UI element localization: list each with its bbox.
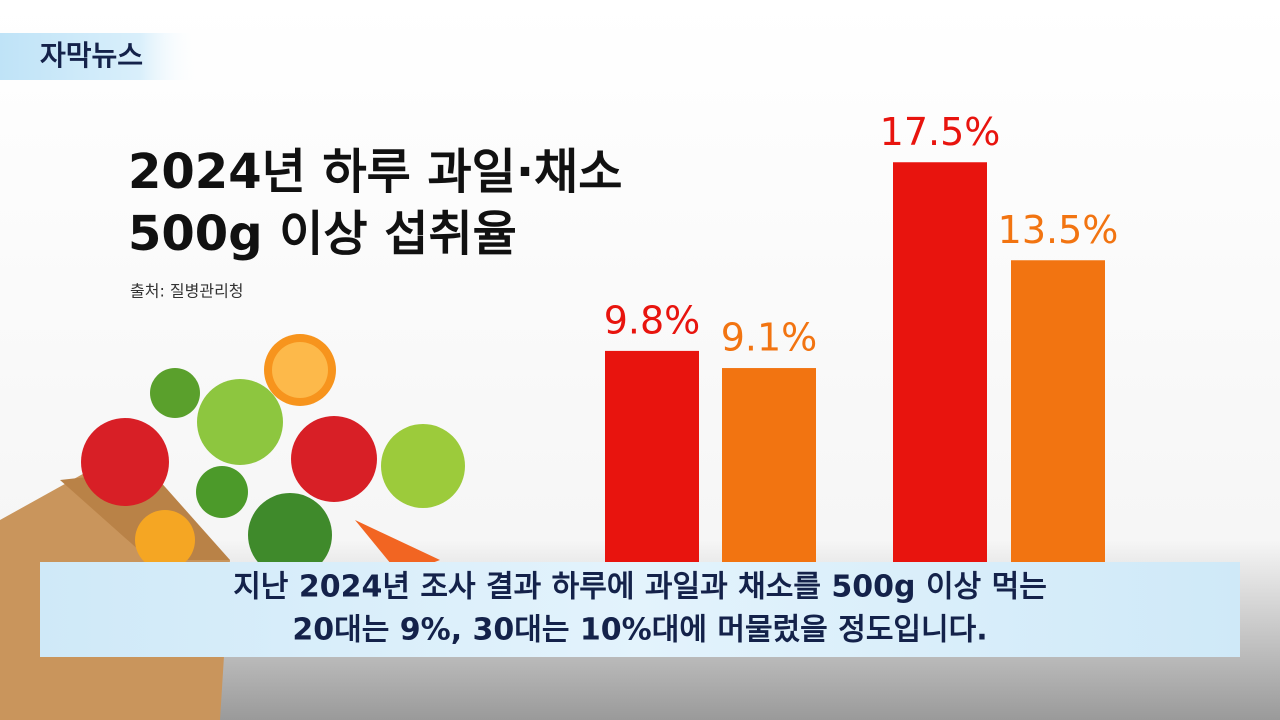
source: 출처: 질병관리청	[130, 282, 244, 301]
chart-title: 500g 이상 섭취율	[128, 206, 517, 262]
caption-bar	[40, 562, 1240, 657]
caption-line: 지난 2024년 조사 결과 하루에 과일과 채소를 500g 이상 먹는	[233, 570, 1047, 605]
bar	[1011, 260, 1105, 591]
badge-background	[0, 33, 200, 80]
value-label: 9.1%	[721, 316, 818, 360]
bars: 9.8% 9.1% 17.5% 13.5%	[604, 110, 1119, 591]
value-label: 17.5%	[880, 110, 1001, 154]
bar	[605, 350, 699, 591]
bar	[722, 368, 816, 591]
bar	[893, 162, 987, 591]
chart-title: 2024년 하루 과일·채소	[128, 144, 622, 200]
value-label: 9.8%	[604, 298, 701, 342]
caption-line: 20대는 9%, 30대는 10%대에 머물렀을 정도입니다.	[292, 613, 987, 648]
badge: 자막뉴스	[40, 39, 143, 72]
value-label: 13.5%	[998, 208, 1119, 252]
